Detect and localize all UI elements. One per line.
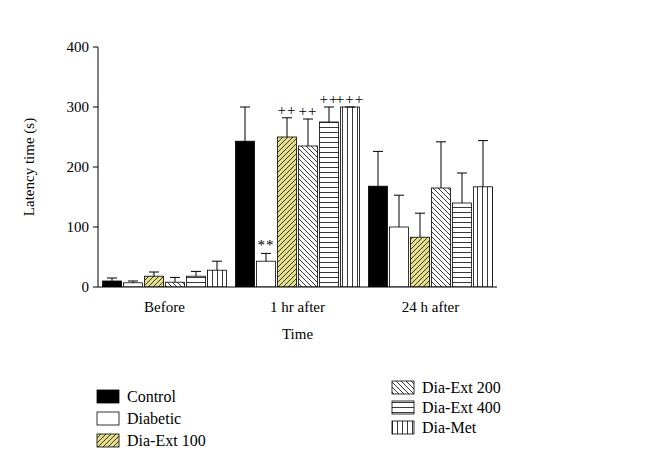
legend-swatch [97,434,119,447]
error-bar [107,278,117,281]
bar [320,122,339,287]
error-bar [303,119,313,146]
error-bar [457,173,467,203]
annotation: ++ [299,103,318,119]
bar [103,281,122,287]
bar [208,270,227,287]
legend-label: Dia-Ext 400 [422,399,501,416]
bar [299,146,318,287]
bar [474,187,493,287]
bar [278,137,297,287]
error-bar [324,107,334,122]
chart: 0 100 200 300 400 Before 1 hr after 24 h after T… [0,0,657,473]
x-tick-label: 1 hr after [270,299,325,315]
bar [341,107,360,287]
y-tick [93,107,98,108]
error-bar [261,253,271,261]
y-tick [93,47,98,48]
bar [187,276,206,287]
y-axis-label: Latency time (s) [21,118,38,216]
y-tick-label: 100 [67,219,90,235]
y-tick [93,167,98,168]
bars [103,107,493,287]
y-tick [93,227,98,228]
error-bar [478,141,488,187]
error-bar [128,281,138,283]
legend-item: Dia-Ext 100 [97,432,206,449]
legend-swatch [97,390,119,403]
y-tick-label: 200 [67,159,90,175]
legend-item: Control [97,388,176,405]
bar [453,203,472,287]
error-bar [415,213,425,237]
y-tick-label: 300 [67,99,90,115]
error-bar [212,261,222,270]
x-tick-label: Before [144,299,185,315]
legend-label: Dia-Ext 200 [422,379,501,396]
legend-item: Dia-Ext 200 [392,379,501,396]
annotation: ++ [278,102,297,118]
annotation: ** [258,237,275,253]
legend-swatch [97,412,119,425]
legend-swatch [392,401,414,414]
y-tick-label: 0 [82,279,90,295]
legend-swatch [392,421,414,434]
error-bar [282,118,292,137]
legend-swatch [392,381,414,394]
legend-item: Diabetic [97,410,181,427]
legend-label: Dia-Met [422,419,477,436]
bar [124,283,143,287]
error-bar [240,107,250,141]
bar [166,282,185,287]
error-bar [191,271,201,276]
legend-item: Dia-Ext 400 [392,399,501,416]
legend-label: Dia-Ext 100 [127,432,206,449]
annotation: +++ [336,91,364,107]
x-tick-label: 24 h after [402,299,459,315]
x-axis [98,287,497,288]
bar [369,186,388,287]
y-tick-label: 400 [67,39,90,55]
error-bar [170,277,180,282]
bar [390,227,409,287]
error-bar [373,151,383,186]
legend-label: Diabetic [127,410,181,427]
bar [432,188,451,287]
x-axis-label: Time [282,326,313,342]
legend-label: Control [127,388,176,405]
bar [411,237,430,287]
bar [145,276,164,287]
error-bar [394,195,404,227]
y-tick [93,287,98,288]
error-bar [149,272,159,276]
bar [257,261,276,287]
bar [236,141,255,287]
legend-item: Dia-Met [392,419,477,436]
error-bar [436,142,446,188]
